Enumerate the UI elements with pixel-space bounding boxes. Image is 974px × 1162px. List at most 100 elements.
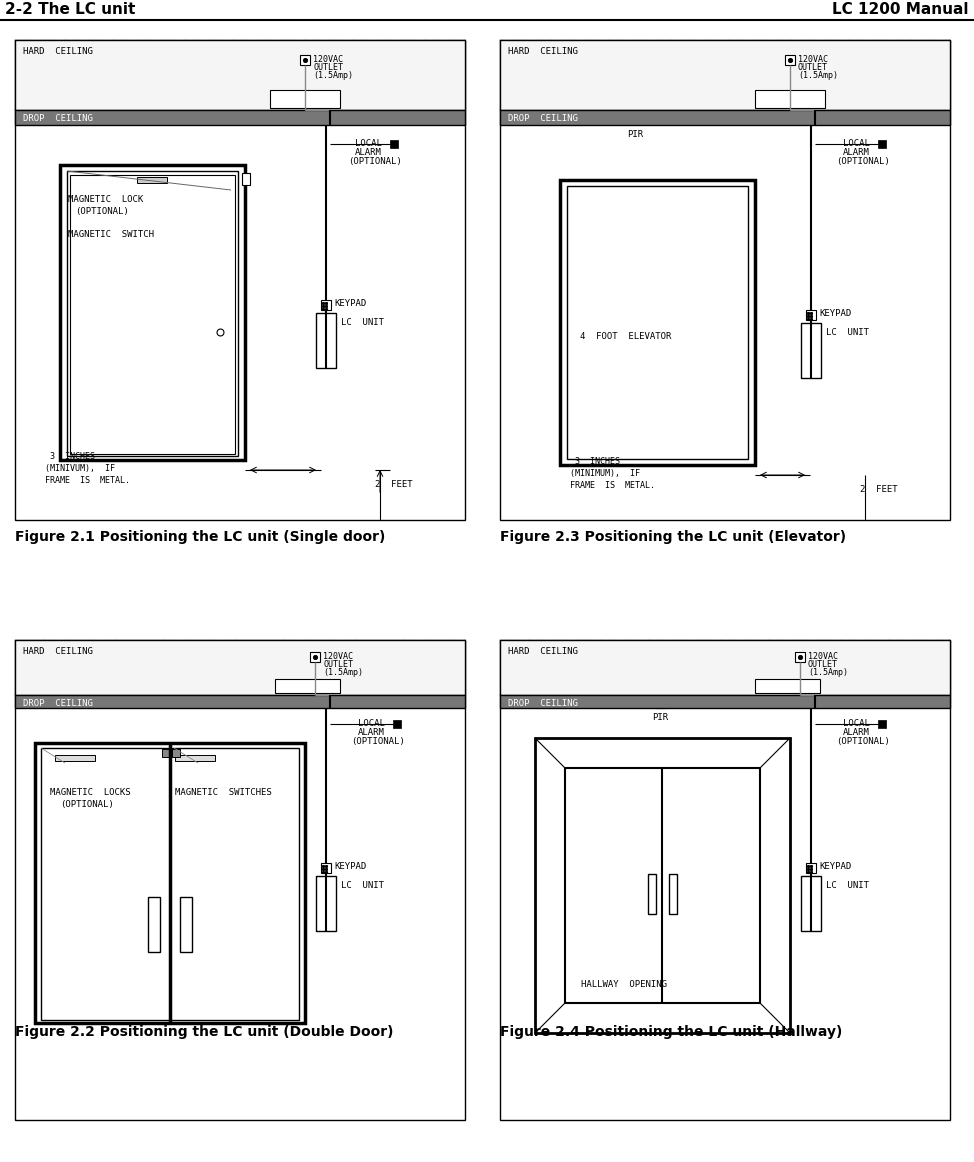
Text: (MINIMUM),  IF: (MINIMUM), IF bbox=[570, 469, 640, 478]
Text: (OPTIONAL): (OPTIONAL) bbox=[836, 737, 890, 746]
Bar bbox=[15, 40, 465, 110]
Bar bbox=[878, 139, 886, 148]
Bar bbox=[500, 695, 950, 708]
Bar bbox=[500, 640, 950, 695]
Text: (1.5Amp): (1.5Amp) bbox=[798, 71, 838, 80]
Bar bbox=[310, 652, 320, 662]
Text: HARD  CEILING: HARD CEILING bbox=[23, 647, 93, 657]
Text: ALARM: ALARM bbox=[358, 729, 385, 737]
Bar bbox=[795, 652, 805, 662]
Text: (1.5Amp): (1.5Amp) bbox=[313, 71, 353, 80]
Text: (1.5Amp): (1.5Amp) bbox=[808, 668, 848, 677]
Text: HALLWAY  OPENING: HALLWAY OPENING bbox=[581, 980, 667, 989]
Bar bbox=[275, 679, 340, 693]
Bar bbox=[500, 40, 950, 521]
Bar bbox=[560, 180, 755, 465]
Text: 3  INCHES: 3 INCHES bbox=[575, 457, 620, 466]
Text: LOCAL: LOCAL bbox=[843, 139, 870, 148]
Bar bbox=[41, 748, 299, 1020]
Text: FRAME  IS  METAL.: FRAME IS METAL. bbox=[45, 476, 130, 485]
Bar bbox=[500, 40, 950, 110]
Text: (OPTIONAL): (OPTIONAL) bbox=[836, 157, 890, 166]
Text: KEYPAD: KEYPAD bbox=[334, 299, 366, 308]
Bar bbox=[300, 55, 310, 65]
Bar bbox=[270, 89, 340, 108]
Text: (OPTIONAL): (OPTIONAL) bbox=[60, 799, 114, 809]
Bar bbox=[565, 768, 760, 1003]
Text: FRAME  IS  METAL.: FRAME IS METAL. bbox=[570, 481, 655, 490]
Text: 120VAC: 120VAC bbox=[323, 652, 353, 661]
Text: 120VAC: 120VAC bbox=[808, 652, 838, 661]
Text: Figure 2.2 Positioning the LC unit (Double Door): Figure 2.2 Positioning the LC unit (Doub… bbox=[15, 1025, 393, 1039]
Text: MAGNETIC  LOCKS: MAGNETIC LOCKS bbox=[50, 788, 131, 797]
Bar bbox=[162, 749, 170, 756]
Bar bbox=[630, 112, 641, 123]
Bar bbox=[321, 863, 331, 873]
Bar bbox=[15, 695, 465, 708]
Bar bbox=[15, 110, 465, 125]
Text: DROP  CEILING: DROP CEILING bbox=[508, 114, 578, 123]
Text: Figure 2.4 Positioning the LC unit (Hallway): Figure 2.4 Positioning the LC unit (Hall… bbox=[500, 1025, 843, 1039]
Text: (MINIVUM),  IF: (MINIVUM), IF bbox=[45, 464, 115, 473]
Text: ALARM: ALARM bbox=[843, 729, 870, 737]
Text: LC 1200 Manual: LC 1200 Manual bbox=[833, 2, 969, 17]
Bar bbox=[801, 876, 821, 931]
Text: HARD  CEILING: HARD CEILING bbox=[508, 46, 578, 56]
Text: (OPTIONAL): (OPTIONAL) bbox=[348, 157, 401, 166]
Bar bbox=[15, 640, 465, 695]
Text: ALARM: ALARM bbox=[355, 148, 382, 157]
Bar bbox=[567, 186, 748, 459]
Bar bbox=[500, 110, 950, 125]
Text: LOCAL: LOCAL bbox=[358, 719, 385, 729]
Text: 3  INCHES: 3 INCHES bbox=[50, 452, 95, 461]
Text: LC  UNIT: LC UNIT bbox=[341, 881, 384, 890]
Text: OUTLET: OUTLET bbox=[323, 660, 353, 669]
Text: LOCAL: LOCAL bbox=[843, 719, 870, 729]
Bar bbox=[393, 720, 401, 729]
Bar bbox=[669, 874, 677, 913]
Bar bbox=[755, 89, 825, 108]
Bar bbox=[390, 139, 398, 148]
Text: MAGNETIC  SWITCH: MAGNETIC SWITCH bbox=[68, 230, 154, 239]
Text: MAGNETIC  SWITCHES: MAGNETIC SWITCHES bbox=[175, 788, 272, 797]
Bar bbox=[60, 165, 245, 460]
Text: 120VAC: 120VAC bbox=[798, 55, 828, 64]
Bar bbox=[175, 755, 215, 761]
Text: PIR: PIR bbox=[627, 130, 643, 139]
Text: 2  FEET: 2 FEET bbox=[860, 485, 898, 494]
Bar bbox=[316, 876, 336, 931]
Text: Figure 2.3 Positioning the LC unit (Elevator): Figure 2.3 Positioning the LC unit (Elev… bbox=[500, 530, 846, 544]
Bar bbox=[801, 323, 821, 378]
Bar bbox=[67, 171, 238, 456]
Text: DROP  CEILING: DROP CEILING bbox=[23, 700, 93, 708]
Bar bbox=[137, 177, 167, 182]
Text: OUTLET: OUTLET bbox=[808, 660, 838, 669]
Bar bbox=[180, 897, 192, 952]
Bar bbox=[806, 310, 816, 320]
Bar bbox=[148, 897, 160, 952]
Text: (1.5Amp): (1.5Amp) bbox=[323, 668, 363, 677]
Bar bbox=[655, 697, 666, 708]
Text: (OPTIONAL): (OPTIONAL) bbox=[75, 207, 129, 216]
Text: OUTLET: OUTLET bbox=[798, 63, 828, 72]
Bar bbox=[316, 313, 336, 368]
Text: (OPTIONAL): (OPTIONAL) bbox=[351, 737, 405, 746]
Text: LC  UNIT: LC UNIT bbox=[826, 881, 869, 890]
Bar bbox=[535, 738, 790, 1033]
Text: 120VAC: 120VAC bbox=[313, 55, 343, 64]
Text: LC  UNIT: LC UNIT bbox=[826, 328, 869, 337]
Bar bbox=[806, 863, 816, 873]
Text: ALARM: ALARM bbox=[843, 148, 870, 157]
Bar bbox=[172, 749, 180, 756]
Bar bbox=[878, 720, 886, 729]
Bar bbox=[35, 743, 305, 1023]
Bar bbox=[15, 40, 465, 521]
Bar bbox=[55, 755, 95, 761]
Bar bbox=[500, 640, 950, 1120]
Bar bbox=[15, 640, 465, 1120]
Text: KEYPAD: KEYPAD bbox=[819, 862, 851, 872]
Bar bbox=[321, 300, 331, 310]
Text: 2  FEET: 2 FEET bbox=[375, 480, 413, 489]
Text: Figure 2.1 Positioning the LC unit (Single door): Figure 2.1 Positioning the LC unit (Sing… bbox=[15, 530, 386, 544]
Text: OUTLET: OUTLET bbox=[313, 63, 343, 72]
